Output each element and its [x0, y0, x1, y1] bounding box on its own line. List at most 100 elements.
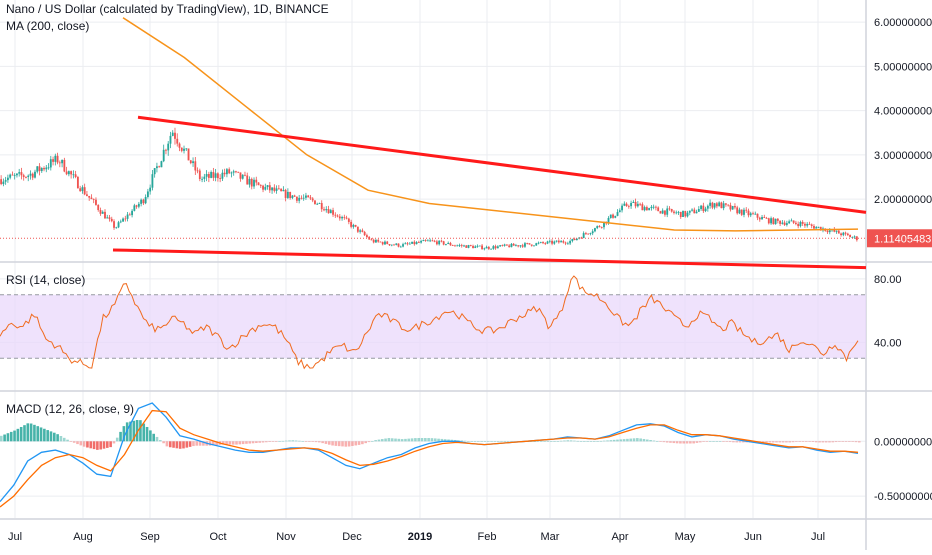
- time-axis-label: Dec: [342, 531, 362, 543]
- macd-histogram-bar: [364, 441, 368, 444]
- macd-histogram-bar: [92, 441, 96, 450]
- candle-body: [695, 211, 698, 214]
- candle-body: [711, 202, 714, 208]
- macd-histogram-bar: [132, 420, 136, 442]
- macd-histogram-bar: [500, 441, 503, 442]
- candle-body: [140, 199, 143, 204]
- candle-body: [108, 217, 111, 219]
- candle-body: [447, 242, 450, 244]
- candle-body: [359, 230, 362, 232]
- candle-body: [607, 218, 610, 224]
- macd-histogram-bar: [844, 441, 848, 442]
- candle-body: [709, 202, 712, 206]
- macd-histogram-bar: [0, 435, 3, 442]
- candle-body: [356, 226, 359, 232]
- candle-body: [463, 245, 465, 247]
- macd-histogram-bar: [642, 438, 646, 442]
- candle-body: [300, 197, 303, 199]
- macd-histogram-bar: [397, 438, 401, 442]
- macd-histogram-bar: [530, 441, 533, 442]
- macd-histogram-bar: [549, 441, 553, 442]
- candle-body: [347, 218, 350, 222]
- candle-body: [174, 132, 176, 139]
- candle-body: [273, 187, 276, 191]
- candle-body: [435, 241, 438, 245]
- candle-body: [512, 243, 515, 246]
- candle-body: [393, 244, 395, 246]
- macd-histogram-bar: [798, 441, 801, 442]
- time-axis-label: Sep: [140, 531, 160, 543]
- macd-histogram-bar: [510, 441, 513, 442]
- candle-body: [756, 213, 759, 218]
- macd-histogram-bar: [149, 430, 152, 442]
- candle-body: [598, 226, 601, 228]
- candle-body: [623, 203, 626, 206]
- candle-body: [45, 167, 48, 170]
- macd-histogram-bar: [559, 440, 563, 442]
- macd-histogram-bar: [596, 441, 599, 442]
- candle-body: [600, 227, 603, 228]
- macd-histogram-bar: [56, 434, 59, 442]
- macd-histogram-bar: [824, 441, 828, 443]
- macd-histogram-bar: [602, 440, 606, 442]
- candle-body: [524, 243, 526, 247]
- macd-histogram-bar: [86, 441, 89, 448]
- candle-body: [92, 199, 95, 200]
- candle-body: [722, 203, 725, 209]
- candle-body: [171, 132, 174, 136]
- candle-body: [469, 245, 472, 246]
- candle-body: [505, 244, 508, 246]
- macd-histogram-bar: [29, 423, 33, 442]
- candle-body: [720, 202, 723, 209]
- macd-histogram-bar: [139, 420, 142, 442]
- candle-body: [228, 169, 231, 174]
- macd-histogram-bar: [486, 441, 490, 442]
- candle-body: [740, 209, 743, 215]
- candle-body: [627, 205, 630, 207]
- candle-body: [237, 171, 240, 173]
- macd-histogram-bar: [858, 441, 861, 443]
- candle-body: [758, 217, 761, 220]
- candle-body: [293, 195, 296, 197]
- candle-body: [496, 246, 499, 249]
- macd-histogram-bar: [9, 431, 13, 442]
- candle-body: [255, 179, 258, 183]
- macd-histogram-bar: [606, 440, 609, 442]
- macd-histogram-bar: [477, 441, 480, 442]
- candle-body: [83, 187, 86, 195]
- candle-body: [232, 171, 235, 173]
- candle-body: [65, 171, 68, 175]
- candle-body: [318, 203, 321, 204]
- macd-histogram-bar: [53, 432, 56, 442]
- candle-body: [253, 179, 255, 187]
- candle-body: [804, 223, 806, 226]
- macd-histogram-bar: [569, 440, 573, 442]
- macd-histogram-bar: [437, 438, 440, 442]
- candle-body: [727, 204, 730, 206]
- macd-histogram-bar: [655, 441, 659, 442]
- macd-histogram-bar: [291, 440, 295, 442]
- candle-body: [424, 240, 427, 241]
- macd-histogram-bar: [589, 441, 593, 442]
- candle-body: [6, 177, 9, 181]
- macd-histogram-bar: [238, 441, 242, 445]
- candle-body: [763, 217, 766, 218]
- time-axis-label: Mar: [541, 531, 560, 543]
- macd-histogram-bar: [337, 441, 341, 447]
- macd-histogram-bar: [652, 440, 656, 442]
- candle-body: [478, 245, 481, 247]
- candle-body: [560, 241, 563, 243]
- candle-body: [16, 173, 18, 176]
- macd-histogram-bar: [314, 441, 318, 443]
- macd-histogram-bar: [49, 431, 53, 442]
- candle-body: [483, 248, 486, 250]
- macd-histogram-bar: [579, 441, 583, 442]
- macd-histogram-bar: [636, 438, 639, 442]
- candle-body: [684, 210, 687, 217]
- candle-body: [192, 161, 194, 164]
- macd-histogram-bar: [427, 438, 430, 442]
- candle-body: [309, 197, 312, 199]
- macd-histogram-bar: [245, 441, 248, 444]
